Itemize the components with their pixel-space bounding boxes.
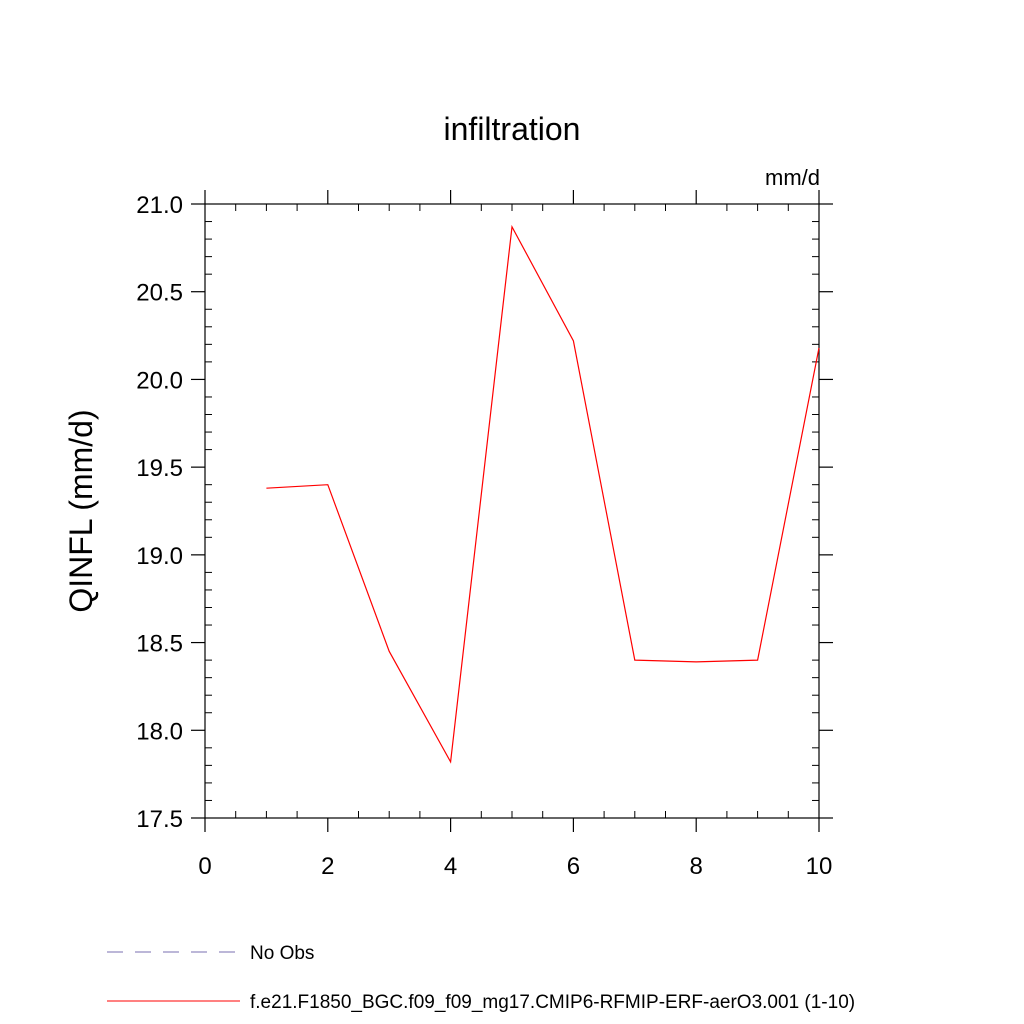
y-tick-label: 18.0 <box>136 718 183 745</box>
y-tick-label: 20.0 <box>136 367 183 394</box>
chart-title: infiltration <box>444 111 581 147</box>
legend-label: No Obs <box>250 943 314 964</box>
series-layer <box>266 224 820 764</box>
x-tick-label: 0 <box>198 853 211 880</box>
y-tick-labels: 17.5 18.0 18.5 19.0 19.5 20.0 20.5 21.0 <box>136 192 183 833</box>
y-tick-label: 17.5 <box>136 806 183 833</box>
legend: No Obs f.e21.F1850_BGC.f09_f09_mg17.CMIP6… <box>107 943 855 1013</box>
x-tick-label: 2 <box>321 853 334 880</box>
x-tick-labels: 0 2 4 6 8 10 <box>198 853 832 880</box>
y-tick-label: 20.5 <box>136 280 183 307</box>
y-tick-label: 18.5 <box>136 631 183 658</box>
x-tick-label: 6 <box>567 853 580 880</box>
units-label: mm/d <box>765 165 820 190</box>
axis-ticks <box>191 190 833 832</box>
plot-frame <box>204 203 820 819</box>
x-tick-label: 8 <box>690 853 703 880</box>
y-tick-label: 19.0 <box>136 543 183 570</box>
y-tick-label: 19.5 <box>136 455 183 482</box>
series-line <box>266 224 820 764</box>
legend-label: f.e21.F1850_BGC.f09_f09_mg17.CMIP6-RFMIP… <box>250 992 855 1013</box>
x-tick-label: 4 <box>444 853 457 880</box>
y-axis-label: QINFL (mm/d) <box>63 409 99 612</box>
x-tick-label: 10 <box>806 853 833 880</box>
y-tick-label: 21.0 <box>136 192 183 219</box>
